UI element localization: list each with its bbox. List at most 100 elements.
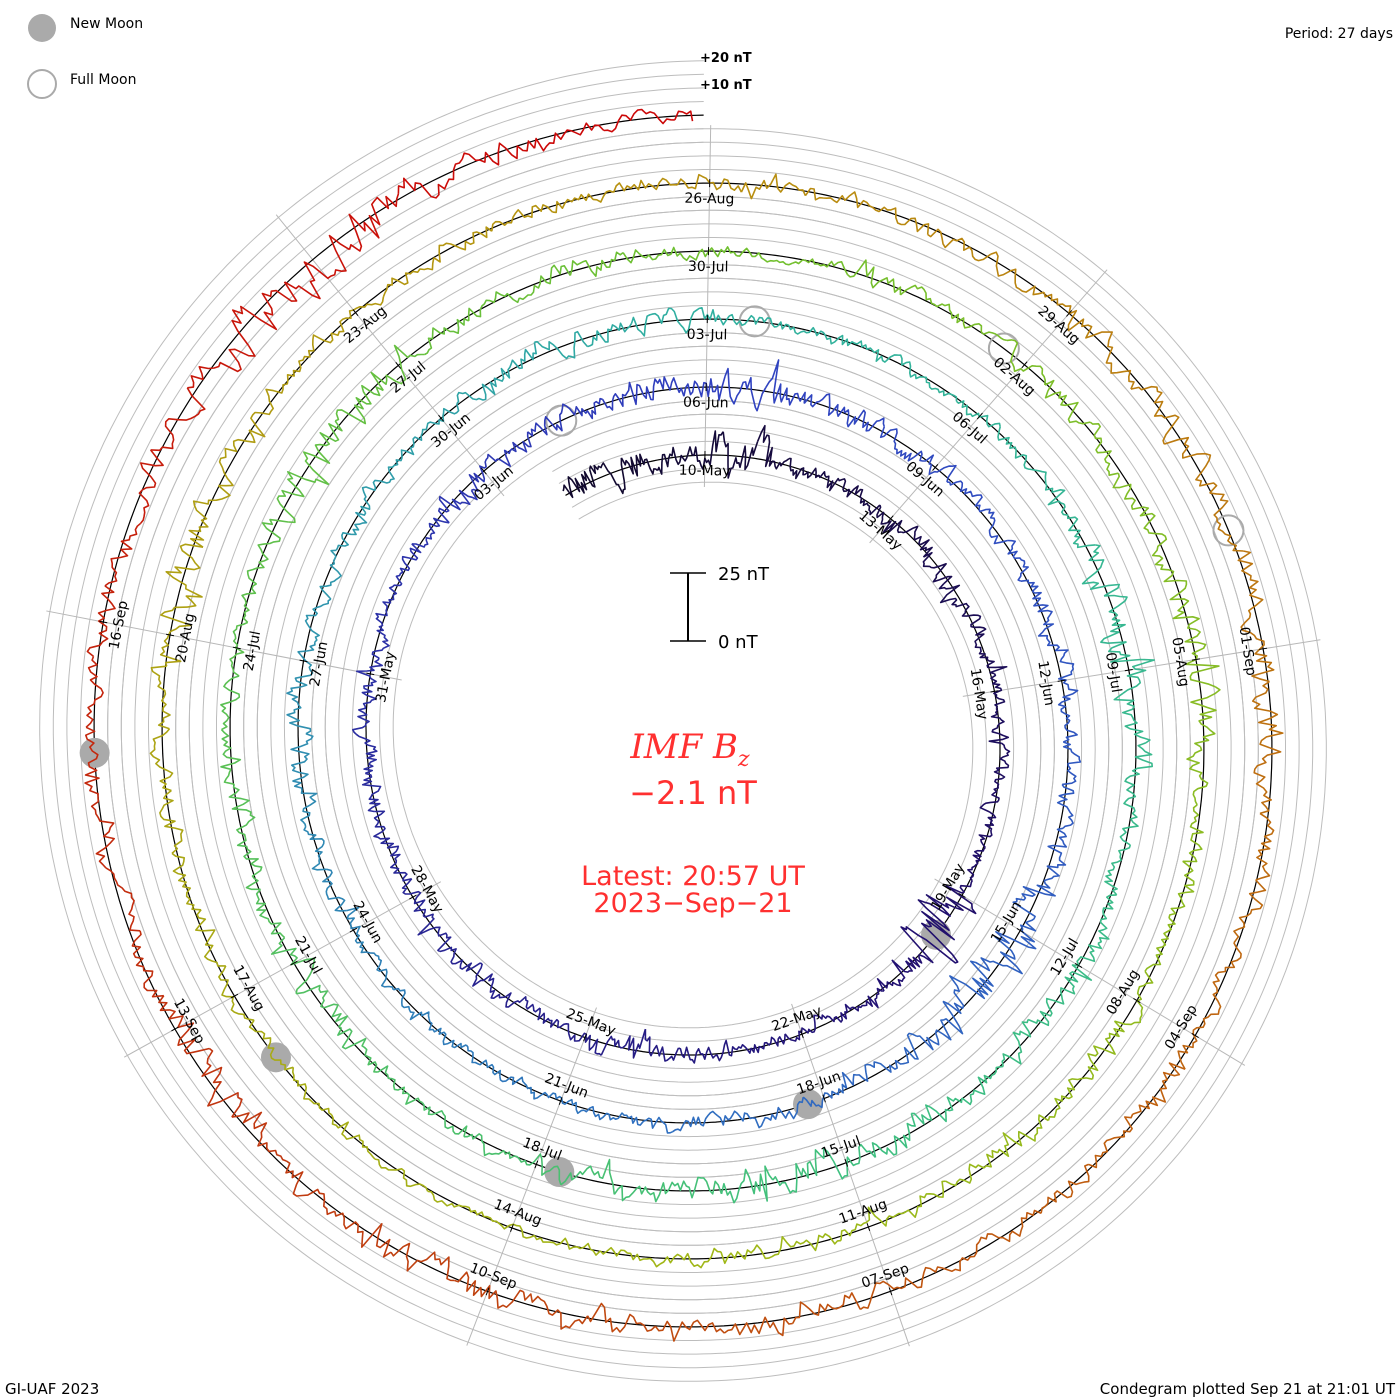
bz-trace-segment [824, 334, 873, 351]
grid-spiral [39, 60, 1327, 1382]
bz-trace-segment [978, 811, 997, 848]
bz-trace-segment [502, 992, 541, 1013]
bz-trace-segment [411, 517, 450, 548]
date-tick [1259, 647, 1268, 650]
bz-trace-segment [1119, 792, 1139, 846]
date-label: 12-Jun [1034, 659, 1057, 706]
bz-trace-segment [255, 888, 286, 939]
bz-trace-segment [468, 453, 498, 492]
bz-trace-segment [993, 742, 1011, 780]
bz-trace-segment [1040, 1163, 1090, 1214]
chart-title-subscript: z [737, 747, 750, 772]
bz-trace-segment [683, 375, 726, 401]
date-label: 06-Jun [683, 395, 729, 412]
grid-spiral [66, 87, 1300, 1355]
date-label: 12-Jul [1048, 936, 1083, 979]
bz-trace-segment [456, 377, 499, 405]
bz-trace-segment [996, 1114, 1049, 1157]
bz-trace-segment [533, 122, 605, 152]
date-tick [822, 1094, 826, 1103]
bz-trace-segment [736, 247, 793, 266]
bz-trace-segment [674, 110, 694, 122]
bz-trace-segment [997, 426, 1029, 470]
bz-trace-segment [846, 485, 881, 516]
date-tick [395, 361, 402, 369]
bz-trace-segment [911, 1096, 963, 1125]
date-tick [352, 309, 359, 316]
date-label: 22-May [770, 1003, 824, 1035]
bz-trace-segment [1255, 812, 1275, 881]
date-label: 05-Aug [1168, 636, 1192, 688]
chart-title: IMF Bz [629, 727, 750, 772]
bz-trace-segment [1168, 860, 1195, 919]
bz-trace-segment [187, 345, 256, 389]
bz-trace-segment [387, 435, 423, 472]
bz-trace-segment [656, 446, 690, 475]
bz-trace-segment [131, 930, 164, 998]
axis-label-plus10: +10 nT [700, 78, 752, 93]
bz-trace-segment [231, 1111, 287, 1162]
bz-trace-segment [714, 1039, 752, 1062]
full-moon-marker [987, 332, 1020, 365]
bz-trace-segment [104, 522, 142, 587]
scale-bar-top-label: 25 nT [718, 564, 770, 585]
bz-trace-segment [188, 484, 231, 548]
footer-plot-time: Condegram plotted Sep 21 at 21:01 UT [1100, 1380, 1396, 1398]
date-label: 08-Aug [1103, 967, 1142, 1018]
bz-trace-segment [901, 525, 933, 558]
bz-trace-segment [871, 1113, 916, 1158]
bz-trace-segment [236, 837, 263, 891]
date-tick [299, 659, 308, 663]
bz-trace-segment [522, 1291, 589, 1330]
bz-trace-segment [914, 374, 958, 402]
bz-trace-segment [1163, 574, 1200, 631]
bz-trace-segment [331, 1114, 376, 1160]
bz-trace-segment [366, 951, 395, 990]
trace-layer [84, 108, 1284, 1342]
bz-trace-segment [424, 318, 470, 356]
bz-trace-segment [428, 1018, 467, 1049]
bz-trace-segment [295, 984, 349, 1029]
bz-trace-segment [740, 173, 807, 200]
bz-trace-segment [1233, 879, 1267, 944]
bz-trace-segment [498, 342, 537, 382]
bz-trace-segment [844, 409, 886, 432]
bz-trace-segment [765, 359, 806, 406]
date-tick [480, 467, 487, 475]
date-label: 02-Aug [990, 354, 1038, 399]
bz-trace-segment [961, 610, 987, 644]
bz-trace-segment [1027, 987, 1076, 1027]
bz-trace-segment [105, 867, 141, 932]
bz-trace-segment [851, 987, 885, 1012]
bz-trace-segment [622, 246, 681, 264]
bz-trace-segment [723, 1316, 793, 1337]
date-tick [1191, 1033, 1199, 1039]
bz-trace-segment [218, 429, 256, 487]
bz-trace-segment [1061, 503, 1096, 549]
bz-trace-segment [1130, 385, 1180, 445]
bz-trace-segment [390, 1242, 455, 1282]
bz-trace-segment [421, 1102, 468, 1137]
bz-trace-segment [750, 1033, 786, 1054]
bz-trace-segment [1088, 1113, 1134, 1169]
bz-trace-segment [562, 469, 596, 499]
bz-trace-segment [978, 1209, 1042, 1243]
bz-trace-segment [276, 471, 330, 524]
date-tick [976, 412, 983, 420]
bz-trace-segment [1209, 492, 1244, 552]
bz-trace-segment [927, 228, 992, 262]
date-tick [349, 927, 358, 933]
bz-trace-segment [420, 403, 460, 437]
bz-trace-segment [586, 1302, 656, 1333]
bz-trace-segment [1027, 468, 1066, 506]
bz-trace-segment [241, 567, 258, 623]
bz-trace-segment [220, 675, 241, 731]
bz-trace-segment [1132, 1062, 1186, 1115]
bz-trace-segment [955, 400, 1001, 428]
bz-trace-segment [1100, 594, 1128, 644]
bz-trace-segment [620, 453, 659, 477]
bz-trace-segment [946, 480, 983, 510]
bz-trace-segment [859, 1277, 924, 1311]
latest-time: Latest: 20:57 UT [581, 861, 805, 892]
